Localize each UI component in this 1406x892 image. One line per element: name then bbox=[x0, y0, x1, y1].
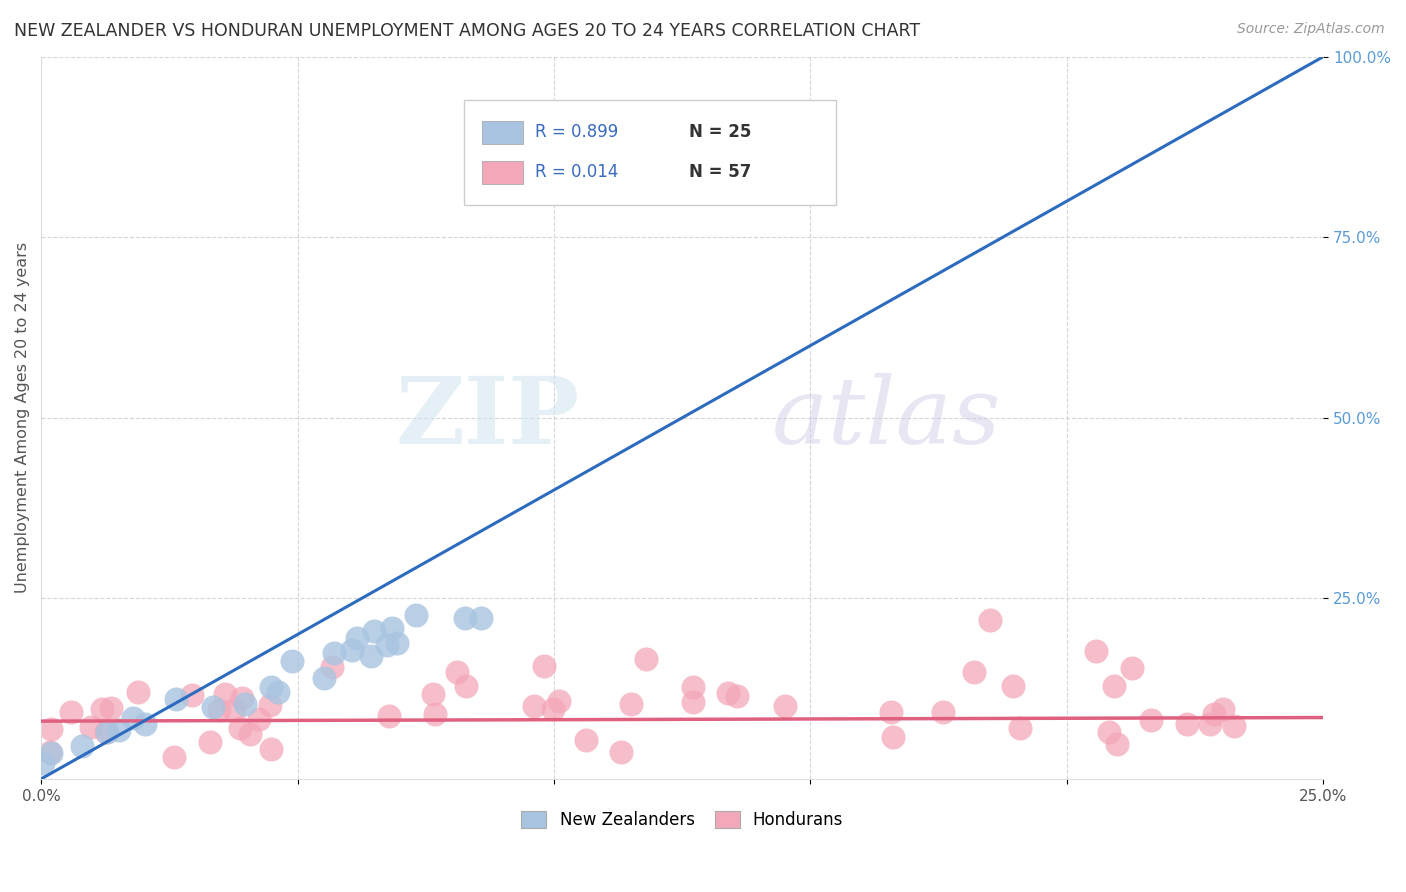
Point bbox=[405, 607, 427, 622]
Point bbox=[1212, 701, 1234, 715]
Point bbox=[882, 730, 904, 744]
Point bbox=[239, 727, 262, 741]
Point bbox=[1202, 706, 1225, 721]
Point bbox=[39, 722, 62, 736]
FancyBboxPatch shape bbox=[464, 100, 837, 205]
Point bbox=[280, 654, 302, 668]
Point bbox=[620, 698, 643, 712]
Point bbox=[163, 749, 186, 764]
Point bbox=[610, 745, 633, 759]
Point bbox=[773, 698, 796, 713]
Point bbox=[454, 611, 477, 625]
Point bbox=[541, 702, 564, 716]
Point bbox=[682, 695, 704, 709]
Point bbox=[214, 687, 236, 701]
Point bbox=[231, 690, 253, 705]
Point bbox=[259, 698, 281, 712]
Point bbox=[134, 716, 156, 731]
Point bbox=[39, 745, 62, 759]
Point bbox=[456, 679, 478, 693]
Point bbox=[260, 741, 283, 756]
Text: R = 0.014: R = 0.014 bbox=[534, 162, 619, 180]
Point bbox=[96, 725, 118, 739]
FancyBboxPatch shape bbox=[482, 121, 523, 145]
Point bbox=[979, 613, 1001, 627]
Point bbox=[165, 691, 187, 706]
Point bbox=[108, 723, 131, 737]
Point bbox=[422, 687, 444, 701]
Point bbox=[1085, 644, 1108, 658]
Point bbox=[533, 659, 555, 673]
Point bbox=[247, 712, 270, 726]
Point bbox=[127, 685, 149, 699]
Point bbox=[523, 698, 546, 713]
Point bbox=[233, 697, 256, 711]
Text: N = 25: N = 25 bbox=[689, 123, 751, 141]
Point bbox=[931, 705, 953, 719]
Point bbox=[363, 624, 385, 638]
Point bbox=[360, 648, 382, 663]
Point bbox=[70, 739, 93, 753]
Point bbox=[342, 642, 364, 657]
Point bbox=[222, 703, 245, 717]
Text: ZIP: ZIP bbox=[395, 373, 579, 463]
Point bbox=[322, 646, 344, 660]
Point bbox=[963, 665, 986, 679]
Point bbox=[1121, 661, 1143, 675]
Point bbox=[548, 694, 571, 708]
Text: NEW ZEALANDER VS HONDURAN UNEMPLOYMENT AMONG AGES 20 TO 24 YEARS CORRELATION CHA: NEW ZEALANDER VS HONDURAN UNEMPLOYMENT A… bbox=[14, 22, 920, 40]
Point bbox=[91, 702, 114, 716]
Point bbox=[198, 735, 221, 749]
Text: Source: ZipAtlas.com: Source: ZipAtlas.com bbox=[1237, 22, 1385, 37]
Point bbox=[1098, 724, 1121, 739]
Point bbox=[375, 638, 398, 652]
Point bbox=[60, 705, 83, 719]
Point bbox=[266, 684, 288, 698]
Y-axis label: Unemployment Among Ages 20 to 24 years: Unemployment Among Ages 20 to 24 years bbox=[15, 243, 30, 593]
Point bbox=[378, 709, 401, 723]
Point bbox=[1001, 679, 1024, 693]
Text: R = 0.899: R = 0.899 bbox=[534, 123, 619, 141]
Point bbox=[1198, 717, 1220, 731]
Point bbox=[717, 686, 740, 700]
Point bbox=[229, 722, 252, 736]
Point bbox=[634, 651, 657, 665]
Point bbox=[100, 700, 122, 714]
Point bbox=[575, 733, 598, 747]
Point bbox=[446, 665, 468, 680]
Point bbox=[80, 720, 103, 734]
Point bbox=[682, 680, 704, 694]
Point bbox=[879, 705, 901, 719]
Text: N = 57: N = 57 bbox=[689, 162, 751, 180]
Point bbox=[312, 671, 335, 685]
Point bbox=[385, 636, 408, 650]
Point bbox=[39, 746, 62, 760]
Point bbox=[96, 725, 118, 739]
Point bbox=[202, 699, 225, 714]
Point bbox=[1223, 719, 1246, 733]
Point bbox=[1008, 721, 1031, 735]
Point bbox=[381, 621, 404, 635]
Point bbox=[1140, 714, 1163, 728]
Point bbox=[260, 680, 283, 694]
Point bbox=[725, 689, 748, 703]
Point bbox=[121, 711, 143, 725]
Point bbox=[1175, 716, 1198, 731]
Point bbox=[207, 703, 229, 717]
Point bbox=[425, 706, 447, 721]
Point bbox=[346, 631, 368, 645]
Point bbox=[470, 611, 492, 625]
Point bbox=[321, 660, 343, 674]
Point bbox=[1102, 679, 1125, 693]
Legend: New Zealanders, Hondurans: New Zealanders, Hondurans bbox=[515, 804, 849, 836]
Text: atlas: atlas bbox=[772, 373, 1001, 463]
Point bbox=[32, 756, 55, 770]
Point bbox=[181, 688, 204, 702]
FancyBboxPatch shape bbox=[482, 161, 523, 184]
Point bbox=[1107, 737, 1129, 751]
